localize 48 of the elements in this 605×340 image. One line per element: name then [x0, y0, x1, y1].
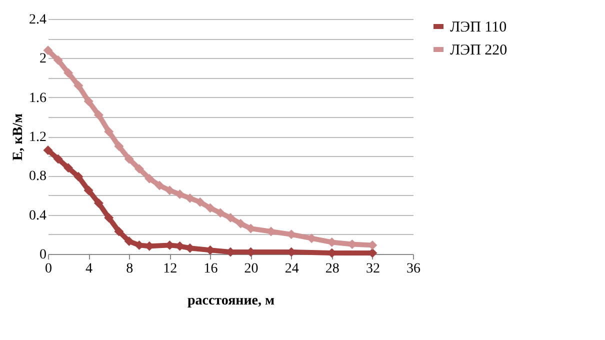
point: [104, 213, 114, 223]
x-tick-label: 4: [86, 262, 93, 276]
y-tick-label: 2: [40, 52, 46, 67]
y-tick-label: 0.4: [29, 208, 46, 224]
point: [64, 68, 74, 78]
x-tick-label: 20: [244, 262, 258, 276]
y-tick-label: 1.6: [29, 90, 46, 106]
point: [53, 154, 63, 164]
y-tick-label: 0: [40, 248, 46, 262]
x-tick-label: 8: [126, 262, 134, 276]
point: [84, 96, 94, 106]
point: [216, 208, 226, 218]
point: [124, 236, 134, 246]
point: [236, 218, 246, 228]
point: [134, 164, 144, 174]
point: [114, 226, 124, 236]
point: [94, 198, 104, 208]
point: [53, 55, 63, 65]
x-tick-label: 28: [325, 262, 340, 276]
x-tick-label: 16: [204, 262, 218, 276]
x-tick-label: 36: [406, 262, 420, 276]
point: [114, 142, 124, 152]
point: [43, 145, 53, 155]
point: [175, 190, 185, 200]
point: [205, 203, 215, 213]
x-axis-title: расстояние, м: [187, 294, 276, 308]
point: [74, 172, 84, 182]
point: [185, 193, 195, 203]
point: [195, 197, 205, 207]
y-tick-label: 0.8: [29, 169, 46, 184]
x-tick-label: 12: [163, 262, 178, 276]
point: [154, 180, 164, 190]
point: [226, 213, 236, 223]
point: [104, 126, 114, 136]
point: [124, 154, 134, 164]
point: [144, 174, 154, 184]
legend-label: ЛЭП 110: [450, 20, 507, 36]
point: [84, 186, 94, 196]
point: [164, 186, 174, 196]
y-tick-label: 1.2: [29, 130, 46, 145]
x-tick-label: 24: [284, 262, 299, 276]
point: [64, 163, 74, 173]
y-tick-label: 2.4: [29, 12, 46, 28]
legend-label: ЛЭП 220: [450, 42, 508, 58]
y-axis-title: E, кВ/м: [11, 112, 26, 161]
x-tick-label: 32: [366, 262, 380, 276]
point: [94, 110, 104, 120]
point: [74, 80, 84, 90]
